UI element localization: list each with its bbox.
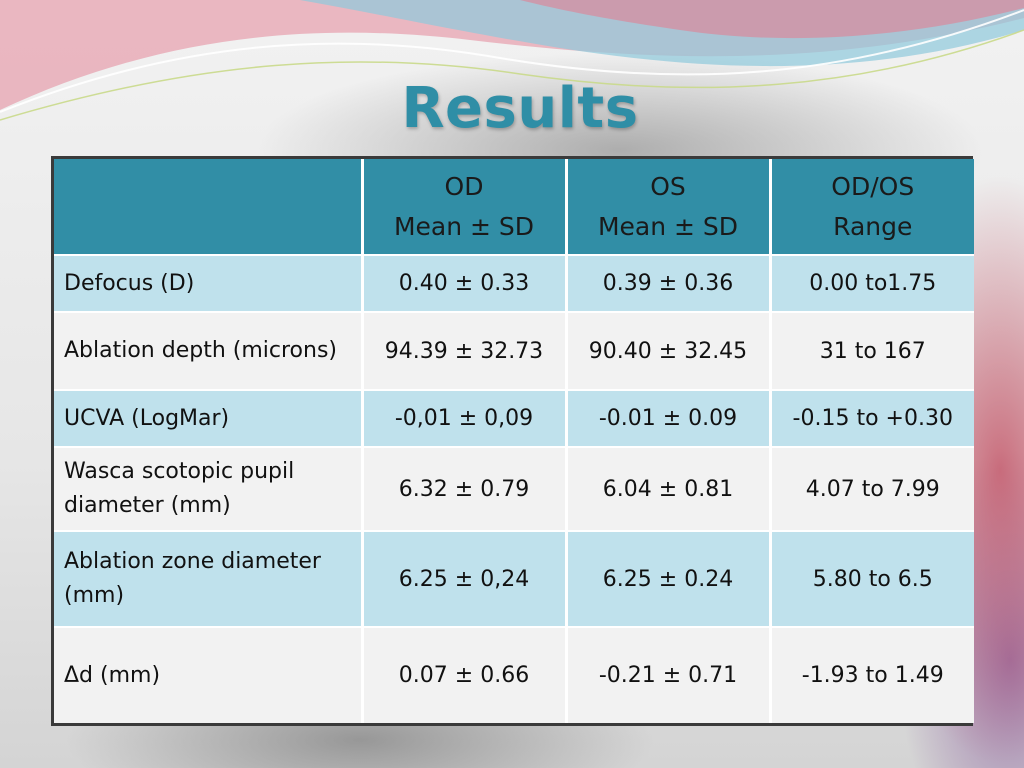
od-value: 6.25 ± 0,24: [360, 530, 566, 627]
header-cell-od: OD Mean ± SD: [360, 159, 566, 255]
row-label: UCVA (LogMar): [54, 389, 362, 447]
od-value: 0.07 ± 0.66: [360, 626, 566, 723]
row-label: Δd (mm): [54, 626, 362, 723]
range-value: -1.93 to 1.49: [768, 626, 974, 723]
row-label: Ablation depth (microns): [54, 311, 362, 390]
decorative-waves: [0, 0, 1024, 121]
header-os-line2: Mean ± SD: [597, 211, 739, 241]
table-row: Defocus (D) 0.40 ± 0.33 0.39 ± 0.36 0.00…: [54, 254, 974, 312]
table-row: Ablation depth (microns) 94.39 ± 32.73 9…: [54, 311, 974, 390]
od-value: 94.39 ± 32.73: [360, 311, 566, 390]
od-value: 0.40 ± 0.33: [360, 254, 566, 312]
header-range-line1: OD/OS: [831, 171, 915, 201]
table-row: UCVA (LogMar) -0,01 ± 0,09 -0.01 ± 0.09 …: [54, 389, 974, 447]
header-cell-os: OS Mean ± SD: [564, 159, 770, 255]
range-value: 5.80 to 6.5: [768, 530, 974, 627]
row-label: Ablation zone diameter (mm): [54, 530, 362, 627]
results-table-container: OD Mean ± SD OS Mean ± SD OD/OS Range De…: [51, 156, 974, 726]
os-value: 6.25 ± 0.24: [564, 530, 770, 627]
od-value: 6.32 ± 0.79: [360, 446, 566, 531]
table-row: Ablation zone diameter (mm) 6.25 ± 0,24 …: [54, 530, 974, 627]
os-value: 6.04 ± 0.81: [564, 446, 770, 531]
os-value: 0.39 ± 0.36: [564, 254, 770, 312]
header-cell-empty: [54, 159, 362, 255]
os-value: -0.21 ± 0.71: [564, 626, 770, 723]
header-od-line2: Mean ± SD: [393, 211, 535, 241]
table-row: Δd (mm) 0.07 ± 0.66 -0.21 ± 0.71 -1.93 t…: [54, 626, 974, 723]
results-table: OD Mean ± SD OS Mean ± SD OD/OS Range De…: [54, 159, 974, 723]
slide-title: Results: [401, 76, 639, 141]
range-value: 4.07 to 7.99: [768, 446, 974, 531]
header-cell-range: OD/OS Range: [768, 159, 974, 255]
header-os-line1: OS: [650, 171, 686, 201]
os-value: 90.40 ± 32.45: [564, 311, 770, 390]
row-label: Wasca scotopic pupil diameter (mm): [54, 446, 362, 531]
range-value: 0.00 to1.75: [768, 254, 974, 312]
od-value: -0,01 ± 0,09: [360, 389, 566, 447]
os-value: -0.01 ± 0.09: [564, 389, 770, 447]
header-od-line1: OD: [444, 171, 484, 201]
range-value: 31 to 167: [768, 311, 974, 390]
range-value: -0.15 to +0.30: [768, 389, 974, 447]
header-range-line2: Range: [833, 211, 913, 241]
table-header-row: OD Mean ± SD OS Mean ± SD OD/OS Range: [54, 159, 974, 255]
row-label: Defocus (D): [54, 254, 362, 312]
table-row: Wasca scotopic pupil diameter (mm) 6.32 …: [54, 446, 974, 531]
